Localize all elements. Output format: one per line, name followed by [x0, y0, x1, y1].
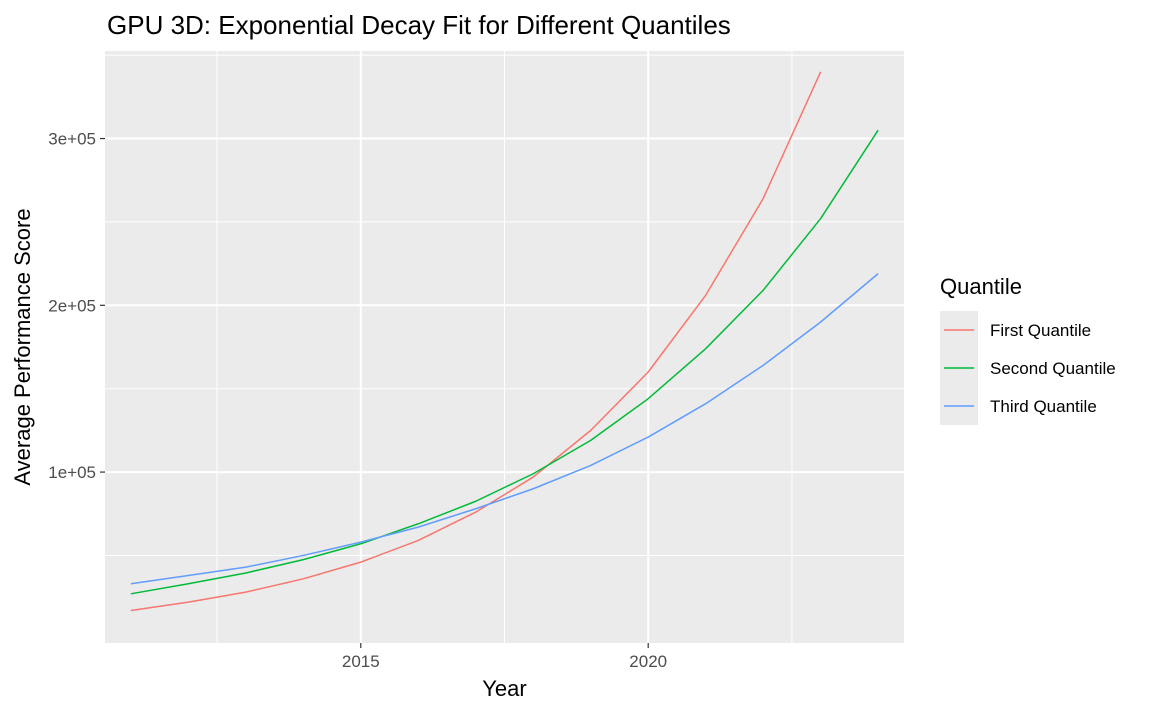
x-axis-title: Year	[482, 676, 526, 701]
y-tick-label: 1e+05	[48, 463, 96, 482]
y-tick-label: 3e+05	[48, 130, 96, 149]
x-axis: 2015 2020	[342, 643, 667, 671]
y-axis-title: Average Performance Score	[10, 208, 35, 485]
minor-gridlines	[105, 51, 904, 643]
x-tick-label: 2020	[629, 652, 667, 671]
series-line	[130, 273, 879, 585]
y-tick-label: 2e+05	[48, 296, 96, 315]
legend-title: Quantile	[940, 274, 1022, 299]
major-gridlines	[105, 51, 904, 643]
series-line	[130, 71, 822, 612]
legend-label: Second Quantile	[990, 359, 1116, 378]
legend-label: Third Quantile	[990, 397, 1097, 416]
chart-title: GPU 3D: Exponential Decay Fit for Differ…	[107, 10, 731, 40]
y-axis: 1e+05 2e+05 3e+05	[48, 130, 105, 482]
series-lines	[130, 71, 879, 612]
series-line	[130, 129, 879, 595]
legend-items: First Quantile Second Quantile Third Quant…	[940, 311, 1116, 425]
legend-label: First Quantile	[990, 321, 1091, 340]
x-tick-label: 2015	[342, 652, 380, 671]
legend: Quantile First Quantile Second Quantile Th…	[940, 274, 1116, 425]
